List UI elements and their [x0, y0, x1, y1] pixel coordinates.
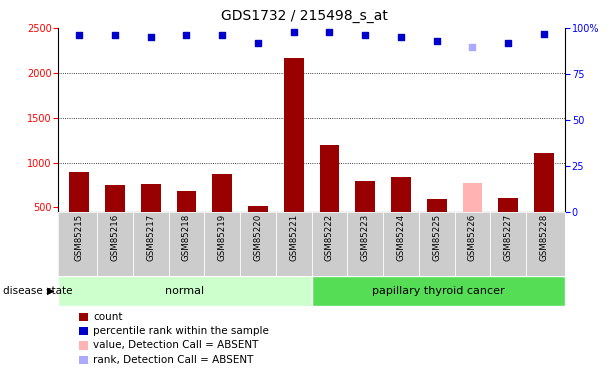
Text: GSM85226: GSM85226 — [468, 214, 477, 261]
Bar — [141, 184, 161, 212]
Text: value, Detection Call = ABSENT: value, Detection Call = ABSENT — [93, 340, 258, 350]
Text: papillary thyroid cancer: papillary thyroid cancer — [372, 286, 505, 296]
Text: GDS1732 / 215498_s_at: GDS1732 / 215498_s_at — [221, 9, 387, 23]
Bar — [69, 171, 89, 212]
Point — [325, 29, 334, 35]
Point — [74, 33, 84, 39]
Bar — [58, 276, 311, 306]
Point — [110, 33, 120, 39]
Bar — [284, 58, 303, 212]
Text: GSM85215: GSM85215 — [75, 214, 84, 261]
Text: GSM85225: GSM85225 — [432, 214, 441, 261]
Text: disease state: disease state — [3, 286, 72, 296]
Point — [361, 33, 370, 39]
Bar — [212, 174, 232, 212]
Bar — [463, 183, 482, 212]
Bar — [248, 206, 268, 212]
Point — [432, 38, 441, 44]
Point — [503, 40, 513, 46]
Point — [289, 29, 299, 35]
Bar — [356, 182, 375, 212]
Text: normal: normal — [165, 286, 204, 296]
Point — [217, 33, 227, 39]
Point — [468, 44, 477, 50]
Point — [539, 31, 549, 37]
Bar — [499, 198, 518, 212]
Text: GSM85218: GSM85218 — [182, 214, 191, 261]
Bar — [320, 145, 339, 212]
Point — [146, 34, 156, 40]
Text: count: count — [93, 312, 123, 322]
Text: GSM85217: GSM85217 — [146, 214, 155, 261]
Bar — [427, 200, 446, 212]
Text: GSM85221: GSM85221 — [289, 214, 298, 261]
Text: percentile rank within the sample: percentile rank within the sample — [93, 326, 269, 336]
Bar — [534, 153, 554, 212]
Bar — [391, 177, 411, 212]
Text: GSM85223: GSM85223 — [361, 214, 370, 261]
Bar — [105, 185, 125, 212]
Point — [396, 34, 406, 40]
Point — [182, 33, 192, 39]
Text: rank, Detection Call = ABSENT: rank, Detection Call = ABSENT — [93, 355, 254, 364]
Text: GSM85222: GSM85222 — [325, 214, 334, 261]
Text: ▶: ▶ — [47, 286, 55, 296]
Text: GSM85220: GSM85220 — [254, 214, 263, 261]
Text: GSM85224: GSM85224 — [396, 214, 406, 261]
Text: GSM85227: GSM85227 — [504, 214, 513, 261]
Text: GSM85228: GSM85228 — [539, 214, 548, 261]
Bar — [177, 191, 196, 212]
Point — [253, 40, 263, 46]
Text: GSM85216: GSM85216 — [111, 214, 119, 261]
Text: GSM85219: GSM85219 — [218, 214, 227, 261]
Bar — [311, 276, 565, 306]
